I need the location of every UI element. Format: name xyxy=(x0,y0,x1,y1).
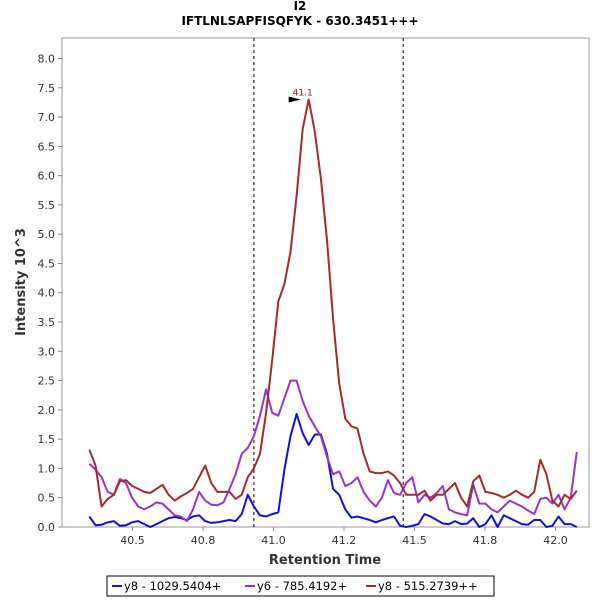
y-tick-label: 7.0 xyxy=(38,111,56,124)
y-tick-label: 0.0 xyxy=(38,521,56,534)
peak-annotation: 41.1 xyxy=(288,88,313,103)
series-line-0 xyxy=(88,413,578,528)
chart-title: I2 xyxy=(294,0,307,13)
y-tick-label: 2.0 xyxy=(38,404,56,417)
y-tick-label: 1.0 xyxy=(38,462,56,475)
series-line-2 xyxy=(88,98,578,508)
series-lines xyxy=(88,98,578,528)
y-tick-label: 6.5 xyxy=(38,140,56,153)
series-line-1 xyxy=(88,379,578,523)
legend-label: y8 - 1029.5404+ xyxy=(124,579,221,593)
y-tick-label: 5.5 xyxy=(38,199,56,212)
legend-label: y6 - 785.4192+ xyxy=(257,579,347,593)
y-tick-label: 7.5 xyxy=(38,82,56,95)
legend-box xyxy=(106,575,495,597)
y-tick-label: 3.5 xyxy=(38,316,56,329)
y-axis: 0.0 0.5 1.0 1.5 2.0 2.5 3.0 3.5 4.0 4.5 5.0 5.5 6.0 6… xyxy=(38,52,62,534)
y-tick-label: 4.0 xyxy=(38,287,56,300)
legend: y8 - 1029.5404+ y6 - 785.4192+ y8 - 515.… xyxy=(106,575,495,597)
peak-label: 41.1 xyxy=(293,88,313,98)
x-tick-label: 41.2 xyxy=(332,534,357,547)
x-tick-label: 41.5 xyxy=(402,534,427,547)
chart-subtitle: IFTLNLSAPFISQFYK - 630.3451+++ xyxy=(181,14,418,28)
legend-label: y8 - 515.2739++ xyxy=(378,579,478,593)
x-tick-label: 40.5 xyxy=(120,534,145,547)
peak-marker-icon xyxy=(288,96,301,103)
y-tick-label: 3.0 xyxy=(38,345,56,358)
y-tick-label: 0.5 xyxy=(38,492,56,505)
plot-area xyxy=(61,37,590,528)
y-axis-title: Intensity 10^3 xyxy=(14,228,29,336)
x-tick-label: 41.8 xyxy=(473,534,498,547)
y-tick-label: 1.5 xyxy=(38,433,56,446)
x-tick-label: 42.0 xyxy=(543,534,568,547)
x-tick-label: 41.0 xyxy=(261,534,286,547)
y-tick-label: 8.0 xyxy=(38,52,56,65)
x-axis-title: Retention Time xyxy=(269,553,381,568)
y-tick-label: 2.5 xyxy=(38,375,56,388)
y-tick-label: 5.0 xyxy=(38,228,56,241)
y-tick-label: 6.0 xyxy=(38,170,56,183)
x-axis: 40.5 40.8 41.0 41.2 41.5 41.8 42.0 xyxy=(120,527,568,547)
x-tick-label: 40.8 xyxy=(191,534,216,547)
y-tick-label: 4.5 xyxy=(38,257,56,270)
